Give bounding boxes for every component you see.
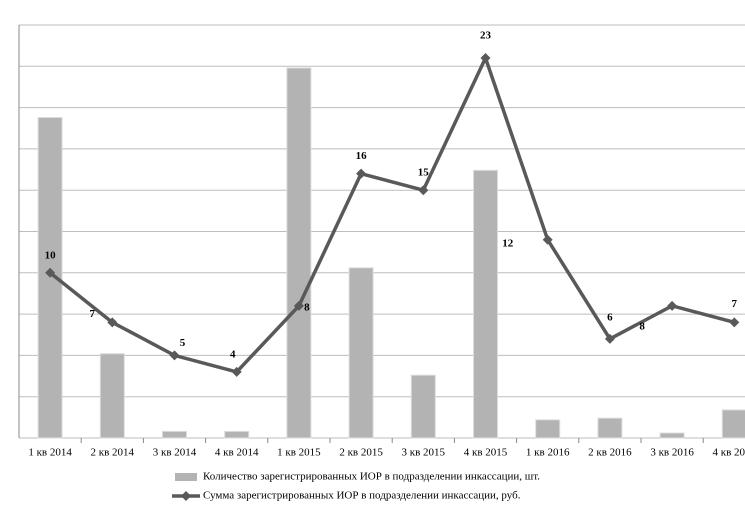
bar (721, 409, 745, 439)
data-label: 8 (639, 320, 645, 332)
marker (107, 317, 118, 328)
marker (418, 185, 429, 196)
bar (286, 67, 312, 439)
x-tick-label: 3 кв 2015 (402, 447, 446, 459)
bar (348, 267, 374, 439)
data-label: 4 (230, 348, 236, 360)
legend-label: Сумма зарегистрированных ИОР в подраздел… (203, 490, 521, 502)
data-label: 12 (502, 237, 514, 249)
data-label: 23 (480, 30, 492, 42)
data-label: 8 (304, 301, 310, 313)
marker (604, 333, 615, 344)
x-tick-label: 1 кв 2016 (526, 447, 570, 459)
bar (659, 432, 685, 439)
marker (45, 267, 56, 278)
x-tick-label: 4 кв 2014 (215, 447, 259, 459)
data-label: 7 (732, 298, 738, 310)
bar (224, 430, 250, 439)
bar (535, 419, 561, 439)
bar (597, 417, 623, 439)
legend-label: Количество зарегистрированных ИОР в подр… (203, 471, 540, 483)
x-tick-label: 2 кв 2016 (588, 447, 632, 459)
bar (162, 430, 187, 439)
bar (410, 374, 436, 439)
x-tick-label: 2 кв 2015 (339, 447, 383, 459)
marker (356, 168, 367, 179)
x-tick-label: 3 кв 2016 (650, 447, 694, 459)
data-label: 16 (356, 150, 368, 162)
data-label: 6 (607, 311, 613, 323)
marker (169, 350, 180, 361)
data-label: 10 (45, 249, 57, 261)
bar (99, 353, 125, 439)
marker (667, 300, 678, 311)
x-tick-label: 1 кв 2015 (277, 447, 321, 459)
bar (473, 169, 498, 439)
marker (480, 53, 491, 64)
x-tick-label: 1 кв 2014 (28, 447, 72, 459)
marker (293, 300, 304, 311)
marker (231, 366, 242, 377)
x-tick-label: 3 кв 2014 (153, 447, 197, 459)
line (49, 53, 735, 374)
marker (729, 317, 740, 328)
legend-swatch (181, 491, 191, 501)
marker (542, 234, 553, 245)
x-tick-label: 4 кв 2015 (464, 447, 508, 459)
x-tick-label: 2 кв 2014 (91, 447, 135, 459)
x-tick-label: 4 кв 2016 (713, 447, 745, 459)
data-label: 7 (90, 308, 96, 320)
data-label: 5 (180, 337, 186, 349)
data-label: 15 (418, 167, 430, 179)
legend-swatch (175, 473, 197, 481)
